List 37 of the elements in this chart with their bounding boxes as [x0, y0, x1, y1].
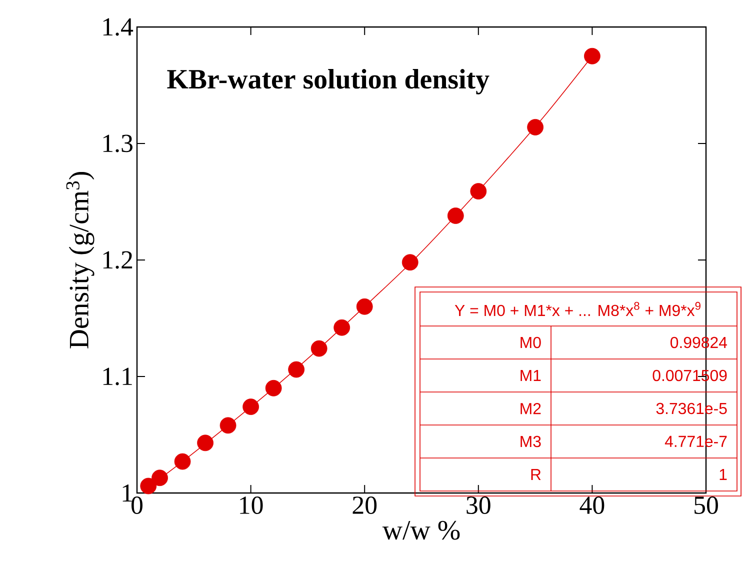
- x-tick-label: 0: [132, 496, 142, 514]
- x-tick-label: 30: [466, 496, 490, 514]
- y-tick-label: 1.3: [103, 134, 132, 152]
- y-axis-title: Density (g/cm$^{3}$): [66, 172, 94, 348]
- y-tick-label: 1.2: [103, 251, 132, 269]
- x-tick-label: 10: [240, 496, 263, 514]
- point: [265, 380, 282, 396]
- annotation: R: [531, 469, 541, 480]
- point: [310, 340, 328, 357]
- annotation: M2: [520, 402, 541, 414]
- y-tick-label: 1.1: [103, 368, 132, 386]
- point: [356, 298, 373, 315]
- point: [220, 417, 236, 434]
- annotation: M0: [520, 336, 541, 348]
- text: 1: [720, 469, 727, 480]
- point: [174, 453, 191, 470]
- annotation: M1: [520, 370, 541, 381]
- x-tick-label: 20: [352, 496, 377, 514]
- point: [242, 398, 259, 415]
- point: [152, 470, 168, 486]
- x-tick-label: 50: [694, 496, 718, 514]
- point: [288, 361, 305, 378]
- y-tick-label: 1.4: [103, 18, 134, 36]
- y-tick-label: 1: [122, 484, 132, 502]
- point: [140, 478, 157, 494]
- point: [527, 118, 544, 136]
- annotation: M3: [520, 436, 541, 448]
- point: [470, 183, 487, 200]
- point: [334, 319, 350, 336]
- annotation: Y = M0 + M1*x + ... M8*x$^{8}$ + M9*x$^{9}$: [454, 302, 700, 316]
- x-axis-title: w/w %: [382, 520, 460, 540]
- text: KBr-water solution density: [167, 69, 490, 94]
- point: [447, 208, 464, 224]
- point: [402, 254, 418, 271]
- point: [584, 48, 600, 64]
- x-tick-label: 40: [580, 496, 604, 514]
- point: [197, 434, 214, 452]
